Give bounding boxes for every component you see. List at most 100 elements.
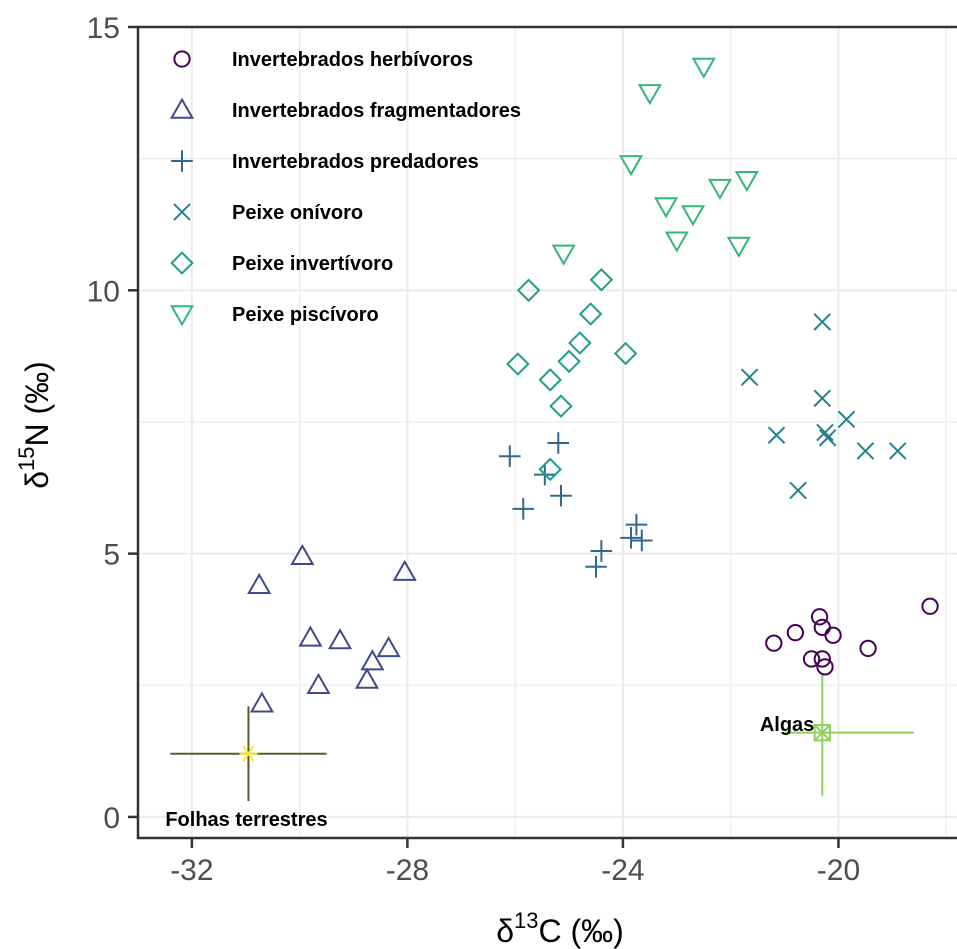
marker-triangle <box>707 178 732 200</box>
data-point <box>506 352 530 376</box>
marker-x-b <box>837 410 856 429</box>
marker-triangle <box>680 205 706 227</box>
source-marker <box>813 724 831 742</box>
legend-item: Peixe invertívoro <box>170 251 393 275</box>
legend-key <box>171 150 193 172</box>
data-point <box>637 84 662 106</box>
data-point <box>551 244 576 266</box>
marker-triangle <box>618 155 644 177</box>
marker-square-x <box>813 724 831 742</box>
legend-item: Peixe onívoro <box>173 202 363 224</box>
marker-diamond <box>170 251 194 275</box>
source-0: Folhas terrestres <box>165 706 328 831</box>
data-point <box>802 650 821 668</box>
data-point <box>707 178 732 200</box>
x-axis-title-rest: C (‰) <box>538 913 623 949</box>
legend-label: Peixe invertívoro <box>232 253 393 275</box>
marker-circle <box>824 626 842 644</box>
series-3 <box>740 313 907 500</box>
data-point <box>512 498 535 520</box>
data-point <box>538 457 562 482</box>
marker-triangle <box>551 244 576 266</box>
marker-diamond <box>568 331 592 355</box>
x-tick-label: -20 <box>817 854 860 887</box>
marker-diamond <box>589 268 614 292</box>
data-point <box>618 155 644 177</box>
legend-key <box>173 50 191 68</box>
source-points: Folhas terrestres Algas <box>165 674 914 831</box>
data-point <box>547 432 570 454</box>
marker-circle <box>859 639 877 658</box>
marker-circle <box>765 634 783 652</box>
data-point <box>813 389 832 408</box>
marker-x-b <box>818 428 837 447</box>
marker-triangle <box>169 97 195 119</box>
data-point <box>813 618 831 637</box>
legend: Invertebrados herbívoros Invertebrados fr… <box>169 49 521 327</box>
y-axis-title: δ15N (‰) <box>14 361 55 489</box>
y-tick-label: 0 <box>103 802 120 835</box>
data-point <box>740 368 759 387</box>
data-point <box>290 543 315 566</box>
data-point <box>630 529 653 552</box>
legend-key <box>169 97 195 119</box>
marker-x-b <box>789 481 807 500</box>
marker-x-b <box>856 442 875 460</box>
marker-ast <box>242 745 255 762</box>
panel-border <box>136 25 957 840</box>
data-point <box>538 368 562 392</box>
data-point <box>789 481 807 500</box>
data-point <box>726 236 751 258</box>
x-tick-label: -32 <box>170 854 213 887</box>
y-axis-title-sup: 15 <box>14 447 39 471</box>
data-point <box>550 484 572 507</box>
source-label: Algas <box>760 714 814 736</box>
data-point <box>813 650 831 668</box>
marker-triangle <box>249 691 275 713</box>
data-point <box>613 341 638 366</box>
data-point <box>625 513 648 536</box>
marker-triangle <box>691 57 716 79</box>
marker-triangle <box>169 305 195 327</box>
data-point <box>249 691 275 713</box>
legend-key <box>173 203 191 221</box>
data-point <box>557 349 581 374</box>
data-point <box>921 597 939 615</box>
data-point <box>298 625 323 647</box>
x-tick-label: -28 <box>386 854 429 887</box>
data-point <box>824 626 842 644</box>
marker-circle <box>786 623 805 642</box>
marker-x-b <box>813 389 832 408</box>
legend-key <box>170 251 194 275</box>
y-axis-title-rest: N (‰) <box>19 361 55 446</box>
marker-circle <box>816 658 834 676</box>
marker-triangle <box>653 197 679 219</box>
marker-diamond <box>557 349 581 374</box>
data-point <box>354 667 380 689</box>
data-point <box>680 205 706 227</box>
data-point <box>664 231 689 253</box>
marker-x-b <box>888 442 907 460</box>
data-point <box>549 394 573 418</box>
series-2 <box>498 432 653 578</box>
marker-triangle <box>290 543 315 566</box>
grid-lines <box>138 26 957 838</box>
legend-label: Invertebrados predadores <box>232 151 479 173</box>
data-point <box>786 623 805 642</box>
marker-triangle <box>726 236 751 258</box>
source-label: Folhas terrestres <box>165 809 327 831</box>
data-point <box>816 658 834 676</box>
marker-circle <box>813 618 831 637</box>
legend-label: Peixe piscívoro <box>232 304 379 326</box>
data-point <box>818 428 837 447</box>
marker-circle <box>921 597 939 615</box>
data-point <box>813 313 832 331</box>
legend-item: Peixe piscívoro <box>169 304 379 327</box>
series-4 <box>506 268 638 482</box>
data-point <box>620 527 642 549</box>
data-point <box>859 639 877 658</box>
data-point <box>589 268 614 292</box>
data-point <box>392 559 417 581</box>
data-point <box>247 572 272 594</box>
